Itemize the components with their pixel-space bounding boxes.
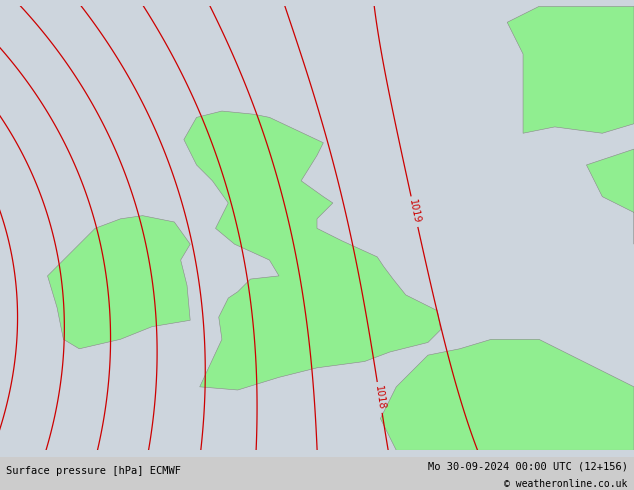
Polygon shape bbox=[507, 6, 634, 133]
Text: Surface pressure [hPa] ECMWF: Surface pressure [hPa] ECMWF bbox=[6, 466, 181, 476]
Text: Mo 30-09-2024 00:00 UTC (12+156): Mo 30-09-2024 00:00 UTC (12+156) bbox=[428, 461, 628, 471]
Text: 1019: 1019 bbox=[407, 198, 422, 224]
Text: © weatheronline.co.uk: © weatheronline.co.uk bbox=[504, 479, 628, 489]
Polygon shape bbox=[184, 111, 441, 390]
Polygon shape bbox=[586, 149, 634, 244]
Polygon shape bbox=[380, 339, 634, 450]
Text: 1018: 1018 bbox=[373, 385, 386, 410]
Polygon shape bbox=[48, 216, 190, 349]
